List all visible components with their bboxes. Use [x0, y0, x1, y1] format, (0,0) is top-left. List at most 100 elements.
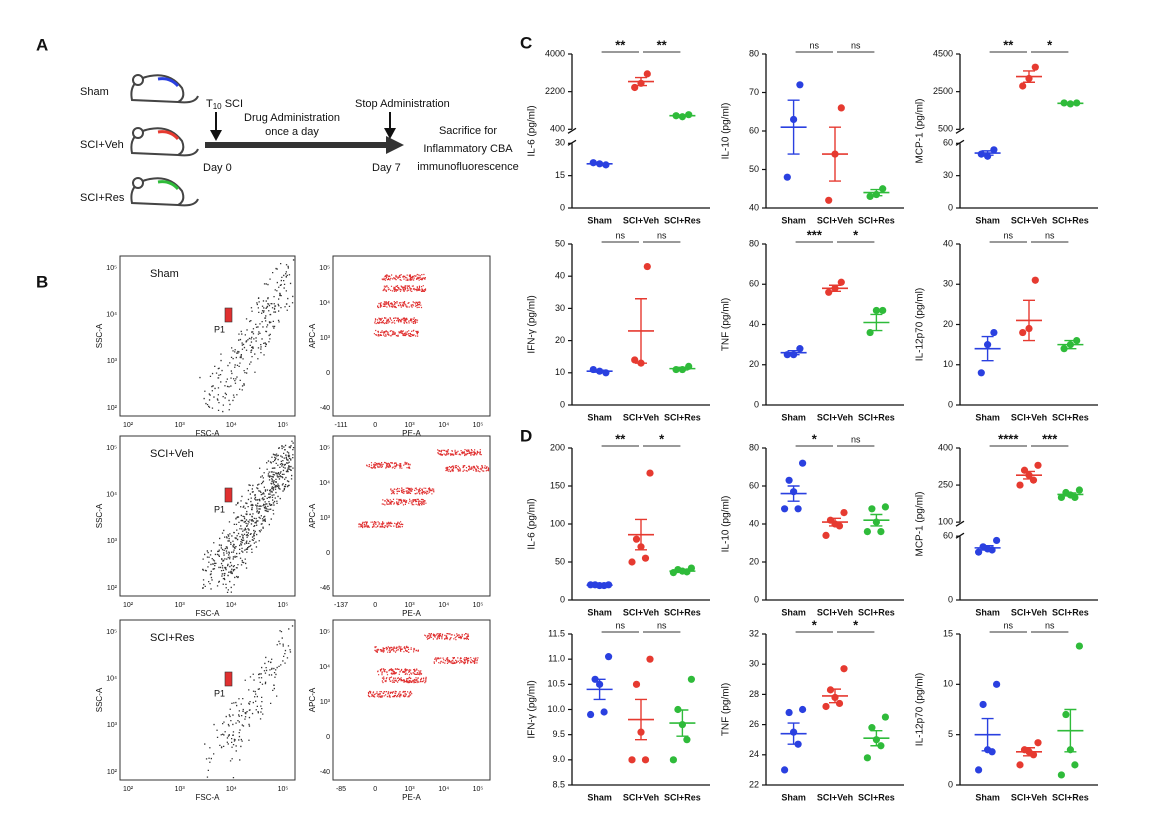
y-tick-label: 250 — [938, 479, 953, 489]
y-tick-label: 10⁵ — [319, 629, 330, 636]
y-tick-label: 20 — [749, 556, 759, 566]
y-tick-label: 30 — [555, 138, 565, 148]
y-tick-label: 0 — [326, 550, 330, 557]
y-tick-label: 10³ — [320, 335, 331, 342]
data-point — [785, 708, 793, 717]
data-point — [835, 699, 844, 708]
panel-label: C — [520, 33, 532, 52]
data-point — [863, 528, 872, 536]
y-tick-label: 2500 — [933, 86, 953, 96]
y-tick-label: 10² — [107, 769, 118, 776]
y-tick-label: 10⁵ — [106, 445, 117, 452]
data-point — [977, 150, 985, 158]
gate-label: P1 — [214, 688, 225, 698]
significance-label: *** — [1042, 431, 1058, 446]
sem-bar — [1064, 339, 1077, 350]
significance-label: * — [853, 227, 859, 242]
outcome-label: immunofluorescence — [417, 161, 519, 173]
data-point — [1016, 481, 1024, 489]
y-tick-label: 0 — [754, 399, 759, 409]
significance-label: ns — [1004, 230, 1014, 240]
x-tick-label: Sham — [975, 792, 1000, 802]
x-tick-label: 10⁵ — [278, 422, 289, 429]
data-point — [628, 558, 636, 566]
sem-bar — [1023, 299, 1035, 342]
y-tick-label: 20 — [943, 319, 953, 329]
data-point — [643, 70, 651, 78]
x-axis-label: FSC-A — [196, 609, 221, 618]
significance-label: * — [812, 617, 818, 632]
y-axis-label: APC-A — [308, 323, 317, 348]
x-tick-label: 10⁴ — [438, 602, 449, 609]
data-point — [977, 369, 985, 377]
event-dots — [358, 449, 490, 529]
y-tick-label: 30 — [943, 279, 953, 289]
y-tick-label: 100 — [550, 518, 565, 528]
sem-bar — [635, 698, 647, 741]
significance-label: ns — [851, 40, 861, 50]
sem-bar — [1064, 708, 1077, 753]
data-point — [799, 459, 807, 467]
x-tick-label: SCI+Veh — [623, 792, 659, 802]
gate — [224, 307, 233, 323]
x-tick-label: SCI+Veh — [1011, 792, 1047, 802]
x-axis-label: PE-A — [402, 429, 421, 438]
significance-label: ns — [1045, 620, 1055, 630]
y-tick-label: 40 — [749, 518, 759, 528]
x-tick-label: SCI+Res — [858, 215, 895, 225]
x-tick-label: Sham — [587, 792, 612, 802]
x-tick-label: SCI+Res — [1052, 607, 1089, 617]
x-tick-label: 0 — [373, 422, 377, 429]
data-point — [822, 531, 830, 540]
data-point — [631, 356, 639, 364]
y-tick-label: 60 — [943, 138, 953, 148]
data-point — [1029, 476, 1038, 484]
y-axis-label: APC-A — [308, 687, 317, 712]
y-tick-label: -40 — [320, 405, 330, 412]
y-tick-label: 5 — [948, 729, 953, 739]
x-tick-label: Sham — [781, 215, 806, 225]
x-tick-label: Sham — [975, 215, 1000, 225]
data-point — [796, 81, 804, 89]
y-tick-label: 20 — [749, 359, 759, 369]
sem-bar — [981, 150, 994, 156]
y-axis-label: IL-10 (pg/ml) — [721, 496, 732, 553]
data-point — [879, 306, 887, 315]
y-tick-label: 10⁴ — [106, 676, 117, 683]
data-point — [1075, 486, 1083, 494]
significance-label: ns — [810, 40, 820, 50]
x-tick-label: Sham — [781, 607, 806, 617]
mice — [130, 74, 199, 207]
y-tick-label: 40 — [943, 238, 953, 248]
x-tick-label: SCI+Res — [1052, 215, 1089, 225]
significance-label: ns — [657, 230, 667, 240]
timeline-head — [386, 136, 404, 154]
x-tick-label: SCI+Res — [664, 607, 701, 617]
y-tick-label: -46 — [320, 585, 330, 592]
y-tick-label: 20 — [555, 335, 565, 345]
data-point — [837, 104, 845, 112]
y-tick-label: 0 — [326, 370, 330, 377]
plot-title: SCI+Res — [150, 632, 195, 644]
y-tick-label: 10⁴ — [319, 664, 330, 671]
y-tick-label: 100 — [938, 517, 953, 527]
significance-label: ns — [616, 620, 626, 630]
sem-bar — [593, 369, 606, 373]
y-tick-label: 2200 — [545, 86, 565, 96]
group-label: Sham — [80, 86, 109, 98]
plot-frame — [119, 619, 296, 781]
x-tick-label: 10⁵ — [278, 602, 289, 609]
injury-label: T10 SCI — [206, 98, 243, 111]
data-point — [632, 535, 641, 543]
sem-bar — [829, 517, 841, 527]
data-point — [1034, 461, 1042, 469]
y-tick-label: 60 — [749, 279, 759, 289]
data-point — [641, 756, 650, 764]
y-tick-label: 0 — [948, 779, 953, 789]
x-tick-label: SCI+Veh — [623, 215, 659, 225]
data-point — [641, 554, 650, 562]
y-tick-label: 10² — [107, 405, 118, 412]
y-tick-label: 0 — [948, 594, 953, 604]
x-tick-label: Sham — [587, 215, 612, 225]
y-tick-label: 10⁵ — [319, 445, 330, 452]
